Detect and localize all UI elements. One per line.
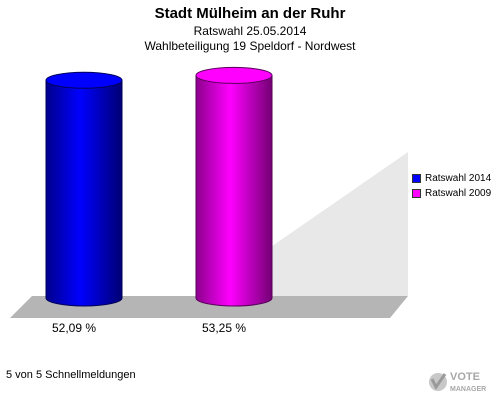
bar-value-label: 52,09 % bbox=[52, 321, 96, 335]
chart-title: Stadt Mülheim an der Ruhr bbox=[154, 5, 346, 22]
bar-value-label: 53,25 % bbox=[202, 321, 246, 335]
legend: Ratswahl 2014 Ratswahl 2009 bbox=[412, 171, 491, 201]
legend-item-2014: Ratswahl 2014 bbox=[412, 171, 491, 186]
bar-2014 bbox=[45, 71, 123, 307]
bar-top bbox=[195, 66, 273, 84]
report-status: 5 von 5 Schnellmeldungen bbox=[6, 369, 136, 381]
votemanager-logo: VOTE MANAGER bbox=[429, 371, 486, 393]
bar-top bbox=[45, 71, 123, 89]
bar-chart: 52,09 % 53,25 % bbox=[10, 66, 408, 335]
legend-item-2009: Ratswahl 2009 bbox=[412, 186, 491, 201]
svg-text:VOTE: VOTE bbox=[450, 371, 480, 383]
bar-body bbox=[195, 74, 273, 307]
bar-2009 bbox=[195, 66, 273, 307]
legend-swatch-2009 bbox=[412, 189, 421, 198]
legend-swatch-2014 bbox=[412, 174, 421, 183]
bar-body bbox=[45, 79, 123, 307]
legend-label-2009: Ratswahl 2009 bbox=[425, 188, 492, 199]
chart-subtitle-date: Ratswahl 25.05.2014 bbox=[193, 24, 307, 38]
svg-text:MANAGER: MANAGER bbox=[450, 386, 486, 393]
legend-label-2014: Ratswahl 2014 bbox=[425, 173, 492, 184]
chart-subtitle-region: Wahlbeteiligung 19 Speldorf - Nordwest bbox=[144, 39, 356, 53]
